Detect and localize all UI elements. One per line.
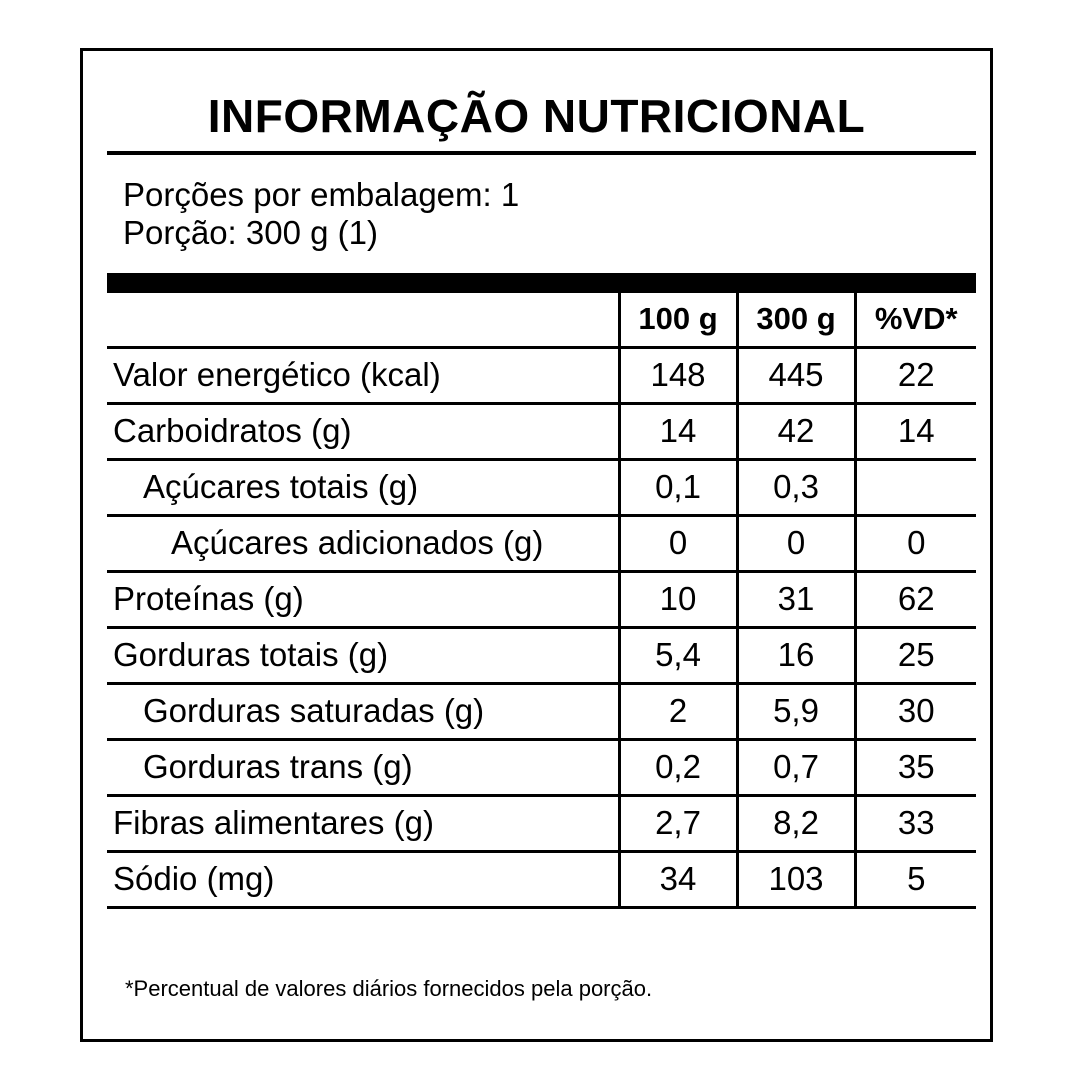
value-per-serving: 42	[735, 403, 855, 461]
value-per-100g: 0	[617, 515, 737, 573]
value-daily-percent	[853, 459, 976, 517]
table-row: Gorduras trans (g) 0,2 0,7 35	[107, 739, 976, 797]
table-row: Gorduras saturadas (g) 2 5,9 30	[107, 683, 976, 741]
footnote: *Percentual de valores diários fornecido…	[125, 976, 653, 1001]
table-row: Proteínas (g) 10 31 62	[107, 571, 976, 629]
value-per-serving: 16	[735, 627, 855, 685]
value-per-100g: 0,1	[617, 459, 737, 517]
value-daily-percent: 30	[853, 683, 976, 741]
value-daily-percent: 33	[853, 795, 976, 853]
value-per-serving: 445	[735, 347, 855, 405]
nutrient-label: Proteínas (g)	[107, 571, 619, 629]
nutrient-label: Açúcares adicionados (g)	[107, 515, 619, 573]
panel-title: INFORMAÇÃO NUTRICIONAL	[207, 90, 866, 142]
table-row: Sódio (mg) 34 103 5	[107, 851, 976, 909]
value-per-serving: 31	[735, 571, 855, 629]
value-per-100g: 10	[617, 571, 737, 629]
value-per-100g: 5,4	[617, 627, 737, 685]
nutrient-label: Fibras alimentares (g)	[107, 795, 619, 853]
title-divider	[107, 151, 976, 155]
value-per-serving: 0,3	[735, 459, 855, 517]
nutrient-label: Carboidratos (g)	[107, 403, 619, 461]
servings-per-package: Porções por embalagem: 1	[123, 176, 520, 213]
table-header-row: 100 g 300 g %VD*	[107, 293, 976, 349]
nutrient-label: Gorduras trans (g)	[107, 739, 619, 797]
nutrition-facts-panel: INFORMAÇÃO NUTRICIONAL Porções por embal…	[80, 48, 993, 1042]
nutrition-table: 100 g 300 g %VD* Valor energético (kcal)…	[107, 293, 976, 909]
value-per-100g: 0,2	[617, 739, 737, 797]
nutrient-label: Valor energético (kcal)	[107, 347, 619, 405]
value-per-serving: 0,7	[735, 739, 855, 797]
value-per-100g: 34	[617, 851, 737, 909]
value-per-100g: 14	[617, 403, 737, 461]
value-daily-percent: 0	[853, 515, 976, 573]
table-row: Fibras alimentares (g) 2,7 8,2 33	[107, 795, 976, 853]
value-per-serving: 8,2	[735, 795, 855, 853]
value-per-serving: 103	[735, 851, 855, 909]
value-per-100g: 2	[617, 683, 737, 741]
serving-size: Porção: 300 g (1)	[123, 214, 378, 251]
value-per-100g: 2,7	[617, 795, 737, 853]
value-daily-percent: 22	[853, 347, 976, 405]
value-per-serving: 0	[735, 515, 855, 573]
nutrient-label: Gorduras saturadas (g)	[107, 683, 619, 741]
table-row: Valor energético (kcal) 148 445 22	[107, 347, 976, 405]
header-per-100g: 100 g	[617, 293, 737, 349]
table-row: Carboidratos (g) 14 42 14	[107, 403, 976, 461]
nutrient-label: Sódio (mg)	[107, 851, 619, 909]
value-daily-percent: 5	[853, 851, 976, 909]
table-row: Gorduras totais (g) 5,4 16 25	[107, 627, 976, 685]
header-per-serving: 300 g	[735, 293, 855, 349]
header-daily-value: %VD*	[853, 293, 976, 349]
value-per-100g: 148	[617, 347, 737, 405]
header-nutrient	[107, 293, 619, 349]
value-daily-percent: 25	[853, 627, 976, 685]
table-row: Açúcares adicionados (g) 0 0 0	[107, 515, 976, 573]
value-daily-percent: 62	[853, 571, 976, 629]
table-row: Açúcares totais (g) 0,1 0,3	[107, 459, 976, 517]
value-daily-percent: 35	[853, 739, 976, 797]
serving-divider	[107, 273, 976, 293]
value-daily-percent: 14	[853, 403, 976, 461]
nutrient-label: Açúcares totais (g)	[107, 459, 619, 517]
nutrient-label: Gorduras totais (g)	[107, 627, 619, 685]
value-per-serving: 5,9	[735, 683, 855, 741]
